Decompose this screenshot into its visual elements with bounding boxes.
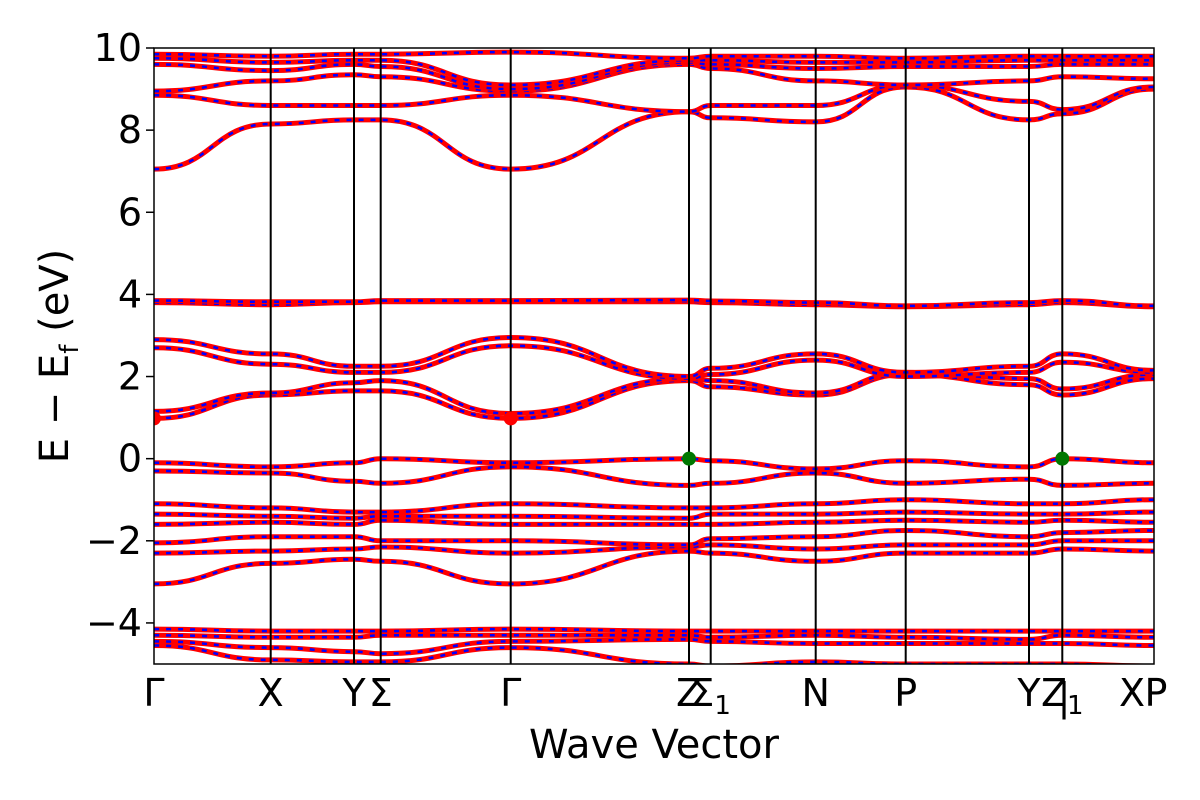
y-axis-title-unit: (eV) [32, 249, 78, 332]
vbm-marker [682, 451, 696, 466]
y-tick-label: −2 [86, 519, 142, 563]
band-line-spin-down-3 [154, 634, 1154, 641]
band-line-spin-up-9 [154, 509, 1154, 521]
band-line-spin-up-8 [154, 517, 1154, 527]
x-axis-title: Wave Vector [529, 722, 780, 768]
x-tick-label: X [258, 671, 284, 715]
band-line-spin-down-5 [154, 547, 1154, 586]
x-tick-label: Z [676, 671, 702, 715]
band-line-spin-down-4 [154, 627, 1154, 633]
band-line-spin-down-18 [154, 298, 1154, 308]
x-axis-ticks: Γ X Y Σ Γ ZΣ1 N P Y Z1 X| P [143, 671, 1167, 721]
x-tick-label: Σ [369, 671, 393, 715]
x-tick-label: Γ [500, 671, 521, 715]
x-tick-label: Z1 [1041, 671, 1084, 721]
x-tick-subscript: 1 [714, 691, 731, 721]
y-tick-label: 2 [118, 355, 142, 399]
band-line-spin-down-16 [154, 336, 1154, 378]
band-line-spin-up-4 [154, 626, 1154, 634]
band-line-spin-down-10 [154, 498, 1154, 514]
y-tick-label: 10 [94, 26, 142, 70]
cbm-marker [503, 411, 518, 426]
band-line-spin-up-5 [154, 546, 1154, 587]
x-tick-label-end: P [1145, 671, 1168, 715]
svg-text:E − Ef (eV): E − Ef (eV) [32, 249, 85, 464]
cbm-marker [154, 411, 161, 426]
extrema-markers [154, 411, 1070, 466]
band-line-spin-up-11 [154, 464, 1154, 488]
vbm-marker [1055, 451, 1070, 466]
x-tick-label: Γ [143, 671, 164, 715]
y-axis-title-main: E − E [32, 354, 78, 464]
x-tick-label: Y [341, 671, 366, 715]
kpoint-lines [269, 48, 1064, 664]
band-line-spin-down-6 [154, 539, 1154, 555]
y-axis-title-subscript: f [55, 344, 85, 354]
band-line-spin-down-20 [154, 83, 1154, 113]
y-tick-label: 8 [118, 108, 142, 152]
x-tick-label: Σ1 [690, 671, 731, 721]
x-tick-label: P [894, 671, 917, 715]
band-line-spin-down-19 [154, 85, 1154, 171]
bands-layer [154, 49, 1154, 664]
x-tick-label: N [801, 671, 829, 715]
band-line-spin-up-24 [154, 49, 1154, 61]
plot-frame [153, 47, 1155, 665]
x-tick-segment-break: | [1058, 675, 1071, 720]
band-line-spin-down-9 [154, 510, 1154, 520]
band-line-spin-down-11 [154, 465, 1154, 487]
band-line-spin-down-24 [154, 50, 1154, 60]
y-tick-label: 4 [118, 272, 142, 316]
x-tick-label: Y [1016, 671, 1041, 715]
y-axis-ticks: 10 8 6 4 2 0 −2 −4 [86, 26, 154, 645]
band-line-spin-down-8 [154, 519, 1154, 526]
band-line-spin-up-20 [154, 82, 1154, 115]
x-tick-label: X [1119, 671, 1145, 715]
band-line-spin-down-1 [154, 644, 1113, 664]
y-tick-label: 6 [118, 190, 142, 234]
x-tick-subscript: 1 [1067, 691, 1084, 721]
y-tick-label: −4 [86, 601, 142, 645]
y-axis-title: E − Ef (eV) [32, 249, 85, 464]
y-tick-label: 0 [118, 437, 142, 481]
band-line-spin-up-10 [154, 497, 1154, 515]
